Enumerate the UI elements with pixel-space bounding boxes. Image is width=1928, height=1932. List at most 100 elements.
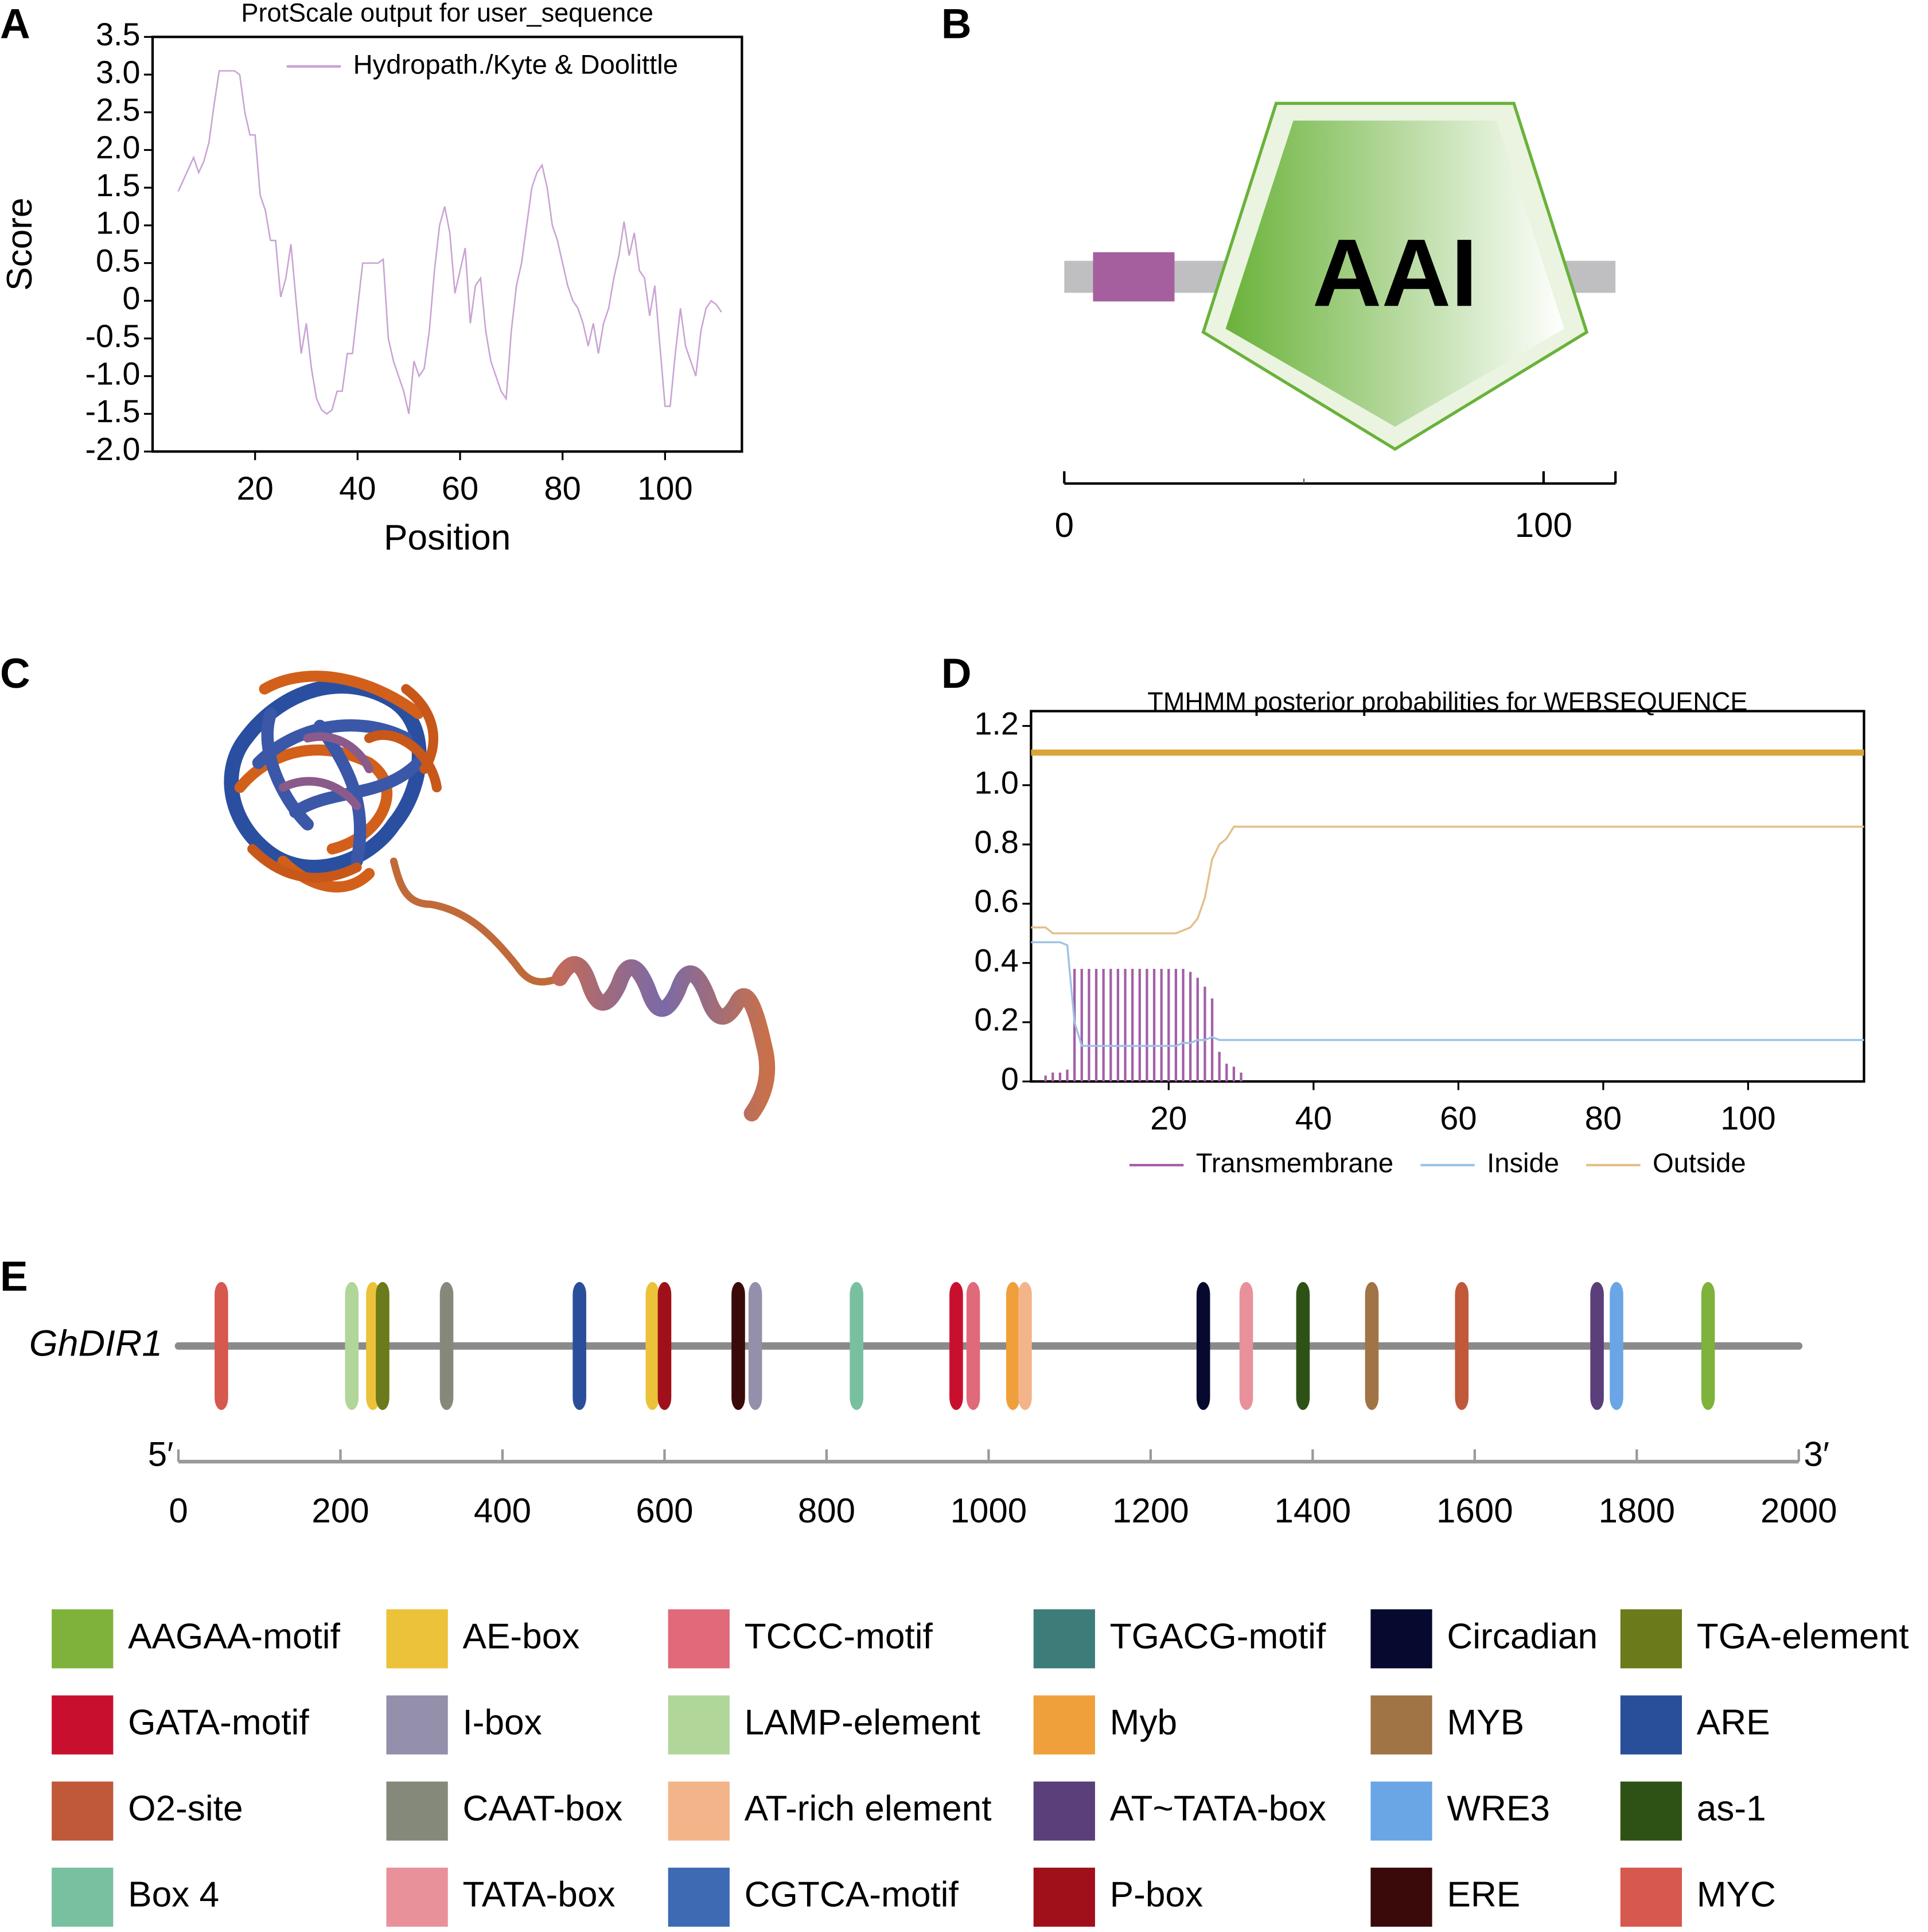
x-tick-label: 100 [637, 470, 693, 507]
y-tick-label: 1.5 [96, 168, 141, 203]
legend-label: TGA-element [1697, 1617, 1909, 1656]
x-tick-label: 400 [474, 1491, 531, 1530]
y-tick-label: -1.5 [85, 394, 140, 429]
domain-box [1093, 252, 1175, 302]
y-tick-label: 0 [123, 281, 141, 316]
legend-label: Outside [1653, 1148, 1746, 1178]
start-label: 5′ [148, 1435, 174, 1473]
legend-label: as-1 [1697, 1789, 1766, 1829]
y-axis-label: Score [0, 198, 40, 291]
legend-swatch [52, 1867, 114, 1927]
x-tick-label: 40 [1295, 1100, 1332, 1137]
legend-swatch [386, 1867, 448, 1927]
y-tick-label: -0.5 [85, 318, 140, 354]
domain-pentagon-inner [1225, 120, 1565, 427]
x-tick-label: 60 [442, 470, 478, 507]
legend-swatch [1370, 1695, 1432, 1755]
cis-element [657, 1281, 672, 1410]
chart-title: ProtScale output for user_sequence [241, 0, 653, 28]
cis-element [748, 1281, 762, 1410]
legend-label: AE-box [462, 1617, 579, 1656]
legend-label: ARE [1697, 1703, 1770, 1742]
legend-swatch [1370, 1781, 1432, 1841]
cis-element [572, 1281, 586, 1410]
panel-label: D [941, 651, 972, 697]
legend-swatch [1033, 1781, 1095, 1841]
end-label: 3′ [1804, 1435, 1829, 1473]
x-tick-label: 1600 [1436, 1491, 1513, 1530]
legend-label: Inside [1487, 1148, 1559, 1178]
y-tick-label: 3.0 [96, 54, 141, 90]
cis-element [966, 1281, 980, 1410]
x-tick-label: 1000 [951, 1491, 1027, 1530]
legend-swatch [1370, 1609, 1432, 1669]
y-tick-label: 1.0 [96, 205, 141, 241]
legend-swatch [52, 1695, 114, 1755]
y-tick-label: 3.5 [96, 17, 141, 52]
x-tick-label: 100 [1720, 1100, 1776, 1137]
legend-swatch [668, 1609, 730, 1669]
legend-label: P-box [1110, 1875, 1203, 1915]
legend-swatch [1620, 1781, 1682, 1841]
legend-label: Hydropath./Kyte & Doolittle [353, 49, 678, 79]
protein-structure [224, 671, 776, 1121]
chart-title: TMHMM posterior probabilities for WEBSEQ… [1147, 687, 1747, 716]
cis-element [645, 1281, 660, 1410]
legend-label: Transmembrane [1196, 1148, 1393, 1178]
plot-frame [151, 36, 743, 453]
y-tick-label: 1.0 [974, 765, 1019, 801]
cis-element [731, 1281, 745, 1410]
legend-label: I-box [462, 1703, 542, 1742]
x-tick-label: 200 [311, 1491, 369, 1530]
x-tick-label: 100 [1515, 506, 1572, 544]
y-tick-label: 1.2 [974, 706, 1019, 741]
x-tick-label: 80 [1585, 1100, 1622, 1137]
y-tick-label: -2.0 [85, 431, 140, 467]
legend-swatch [52, 1609, 114, 1669]
panel-label: E [0, 1253, 28, 1300]
x-tick-label: 80 [544, 470, 581, 507]
cis-element [376, 1281, 390, 1410]
legend-label: WRE3 [1447, 1789, 1550, 1829]
legend-label: TATA-box [462, 1875, 615, 1915]
x-tick-label: 60 [1440, 1100, 1477, 1137]
legend-swatch [1033, 1695, 1095, 1755]
cis-element [1239, 1281, 1253, 1410]
x-tick-label: 2000 [1760, 1491, 1837, 1530]
legend-swatch [52, 1781, 114, 1841]
series-line [177, 70, 722, 415]
y-tick-label: 0.5 [96, 243, 141, 278]
legend-swatch [386, 1781, 448, 1841]
legend-label: AAGAA-motif [128, 1617, 340, 1656]
x-tick-label: 600 [636, 1491, 693, 1530]
panel-label: B [941, 1, 972, 47]
legend-swatch [668, 1781, 730, 1841]
x-tick-label: 1400 [1275, 1491, 1351, 1530]
y-tick-label: 0 [1001, 1061, 1019, 1097]
legend-label: Myb [1110, 1703, 1177, 1742]
legend-label: TGACG-motif [1110, 1617, 1326, 1656]
legend-swatch [1620, 1695, 1682, 1755]
cis-element [439, 1281, 454, 1410]
cis-element [1196, 1281, 1210, 1410]
cis-element [949, 1281, 963, 1410]
cis-element [1018, 1281, 1032, 1410]
legend-label: MYC [1697, 1875, 1776, 1915]
legend-swatch [1620, 1867, 1682, 1927]
y-tick-label: 0.2 [974, 1002, 1019, 1038]
legend-label: GATA-motif [128, 1703, 309, 1742]
legend-swatch [668, 1867, 730, 1927]
x-tick-label: 1200 [1112, 1491, 1189, 1530]
panel-label: A [0, 1, 30, 47]
series-line [1031, 941, 1864, 1047]
cis-element [850, 1281, 863, 1410]
cis-element [1006, 1281, 1020, 1410]
legend-label: LAMP-element [745, 1703, 980, 1742]
cis-element [1365, 1281, 1379, 1410]
y-tick-label: 2.0 [96, 130, 141, 165]
legend-label: AT-rich element [745, 1789, 992, 1829]
panel-label: C [0, 651, 30, 697]
gene-name: GhDIR1 [29, 1322, 162, 1364]
x-tick-label: 1800 [1598, 1491, 1675, 1530]
